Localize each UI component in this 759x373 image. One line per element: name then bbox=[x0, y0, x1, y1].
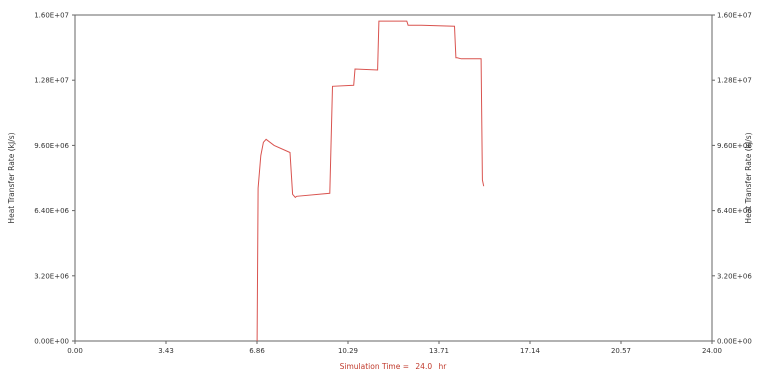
y-tick-label-left: 9.60E+06 bbox=[34, 142, 69, 150]
x-axis-label-prefix: Simulation Time = bbox=[340, 362, 409, 371]
y-tick-label-right: 1.60E+07 bbox=[717, 12, 752, 20]
x-tick-label: 20.57 bbox=[611, 347, 631, 355]
y-axis-left: 0.00E+00 3.20E+06 6.40E+06 9.60E+06 1.28E+07… bbox=[34, 12, 75, 346]
y-tick-label-right: 9.60E+06 bbox=[717, 142, 752, 150]
x-tick-label: 0.00 bbox=[67, 347, 83, 355]
x-tick-label: 10.29 bbox=[338, 347, 358, 355]
x-tick-label: 17.14 bbox=[520, 347, 541, 355]
x-axis-label-value: 24.0 bbox=[415, 362, 432, 371]
y-tick-label-right: 1.28E+07 bbox=[717, 77, 752, 85]
y-tick-label-left: 3.20E+06 bbox=[34, 272, 69, 280]
x-tick-label: 6.86 bbox=[249, 347, 265, 355]
x-tick-label: 24.00 bbox=[702, 347, 722, 355]
y-axis-label-left: Heat Transfer Rate (kJ/s) bbox=[7, 132, 16, 223]
x-axis-label: Simulation Time = 24.0 hr bbox=[340, 362, 448, 371]
x-tick-label: 13.71 bbox=[429, 347, 449, 355]
y-tick-label-right: 3.20E+06 bbox=[717, 272, 752, 280]
y-axis-right: 0.00E+00 3.20E+06 6.40E+06 9.60E+06 1.28E+07… bbox=[712, 12, 752, 346]
y-tick-label-left: 6.40E+06 bbox=[34, 207, 69, 215]
x-tick-label: 3.43 bbox=[158, 347, 174, 355]
y-tick-label-left: 1.60E+07 bbox=[34, 12, 69, 20]
y-tick-label-left: 1.28E+07 bbox=[34, 77, 69, 85]
x-axis: 0.00 3.43 6.86 10.29 13.71 17.14 20.57 24.00 bbox=[67, 341, 722, 355]
y-axis-label-right: Heat Transfer Rate (kJ/s) bbox=[744, 132, 753, 223]
x-axis-label-unit: hr bbox=[439, 362, 448, 371]
y-tick-label-right: 6.40E+06 bbox=[717, 207, 752, 215]
y-tick-label-right: 0.00E+00 bbox=[717, 338, 752, 346]
y-tick-label-left: 0.00E+00 bbox=[34, 338, 69, 346]
series-line bbox=[256, 20, 485, 342]
plot-area bbox=[74, 14, 713, 342]
